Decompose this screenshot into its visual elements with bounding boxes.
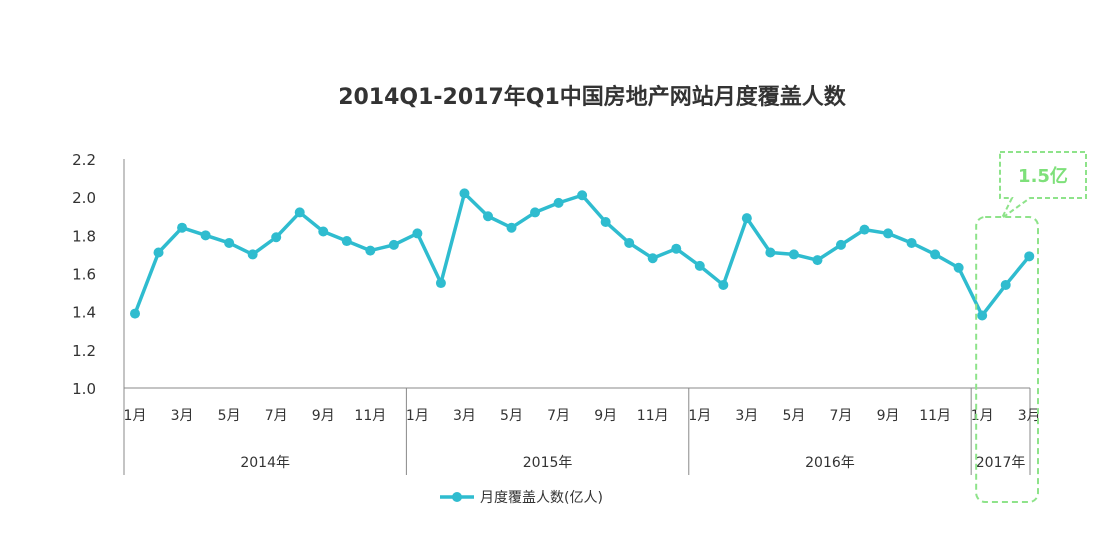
y-tick-label: 1.2: [72, 342, 96, 360]
series-line: [133, 191, 1031, 318]
data-point: [788, 249, 799, 260]
x-tick-label: 3月: [171, 408, 194, 424]
data-point: [812, 255, 823, 266]
year-label: 2016年: [805, 455, 855, 471]
x-tick-label: 1月: [971, 408, 994, 424]
x-tick-label: 11月: [354, 408, 386, 424]
x-tick-label: 5月: [218, 408, 241, 424]
data-point: [859, 224, 870, 235]
callout-label: 1.5亿: [1018, 165, 1068, 187]
x-tick-label: 3月: [735, 408, 758, 424]
x-tick-label: 7月: [265, 408, 288, 424]
data-point: [835, 239, 846, 250]
x-tick-label: 7月: [547, 408, 570, 424]
data-point: [341, 236, 352, 247]
data-point: [412, 228, 423, 239]
data-point: [977, 310, 988, 321]
data-point: [765, 247, 776, 258]
data-point: [247, 249, 258, 260]
data-point: [200, 230, 211, 241]
data-point: [365, 245, 376, 256]
x-tick-label: 5月: [500, 408, 523, 424]
data-point: [671, 243, 682, 254]
data-point: [930, 249, 941, 260]
y-tick-label: 1.4: [72, 304, 96, 322]
x-tick-label: 1月: [124, 408, 147, 424]
x-tick-label: 3月: [1018, 408, 1041, 424]
year-label: 2014年: [240, 455, 290, 471]
x-tick-label: 1月: [688, 408, 711, 424]
data-point: [1000, 279, 1011, 290]
data-point: [906, 237, 917, 248]
year-label: 2015年: [523, 455, 573, 471]
data-point: [177, 222, 188, 233]
legend-label: 月度覆盖人数(亿人): [480, 490, 603, 506]
x-tick-label: 3月: [453, 408, 476, 424]
data-point: [224, 237, 235, 248]
data-point: [883, 228, 894, 239]
data-point: [130, 308, 140, 319]
data-point: [1024, 251, 1035, 262]
data-point: [553, 197, 564, 208]
data-point: [741, 213, 752, 224]
data-point: [530, 207, 541, 218]
data-point: [294, 207, 305, 218]
y-tick-label: 1.8: [72, 227, 96, 245]
y-tick-label: 2.0: [72, 189, 96, 207]
x-tick-label: 9月: [877, 408, 900, 424]
x-tick-label: 9月: [312, 408, 335, 424]
x-tick-label: 11月: [919, 408, 951, 424]
y-tick-label: 1.6: [72, 266, 96, 284]
data-point: [459, 188, 470, 199]
year-label: 2017年: [976, 455, 1026, 471]
data-point: [624, 237, 635, 248]
data-point: [482, 211, 493, 222]
data-point: [647, 253, 658, 264]
y-tick-label: 2.2: [72, 151, 96, 169]
highlight-box: [975, 216, 1039, 503]
x-tick-label: 11月: [637, 408, 669, 424]
x-tick-label: 7月: [830, 408, 853, 424]
data-point: [718, 279, 729, 290]
data-point: [694, 260, 705, 271]
data-point: [435, 278, 446, 289]
data-point: [318, 226, 329, 237]
data-point: [506, 222, 517, 233]
x-tick-label: 5月: [782, 408, 805, 424]
data-point: [953, 262, 964, 273]
data-point: [153, 247, 164, 258]
legend-marker: [452, 492, 462, 502]
data-point: [600, 216, 611, 227]
x-tick-label: 1月: [406, 408, 429, 424]
data-point: [388, 239, 399, 250]
y-tick-label: 1.0: [72, 380, 96, 398]
callout-bubble: [999, 151, 1087, 219]
data-point: [271, 232, 282, 243]
data-point: [577, 190, 588, 201]
chart-title: 2014Q1-2017年Q1中国房地产网站月度覆盖人数: [338, 84, 847, 110]
x-tick-label: 9月: [594, 408, 617, 424]
